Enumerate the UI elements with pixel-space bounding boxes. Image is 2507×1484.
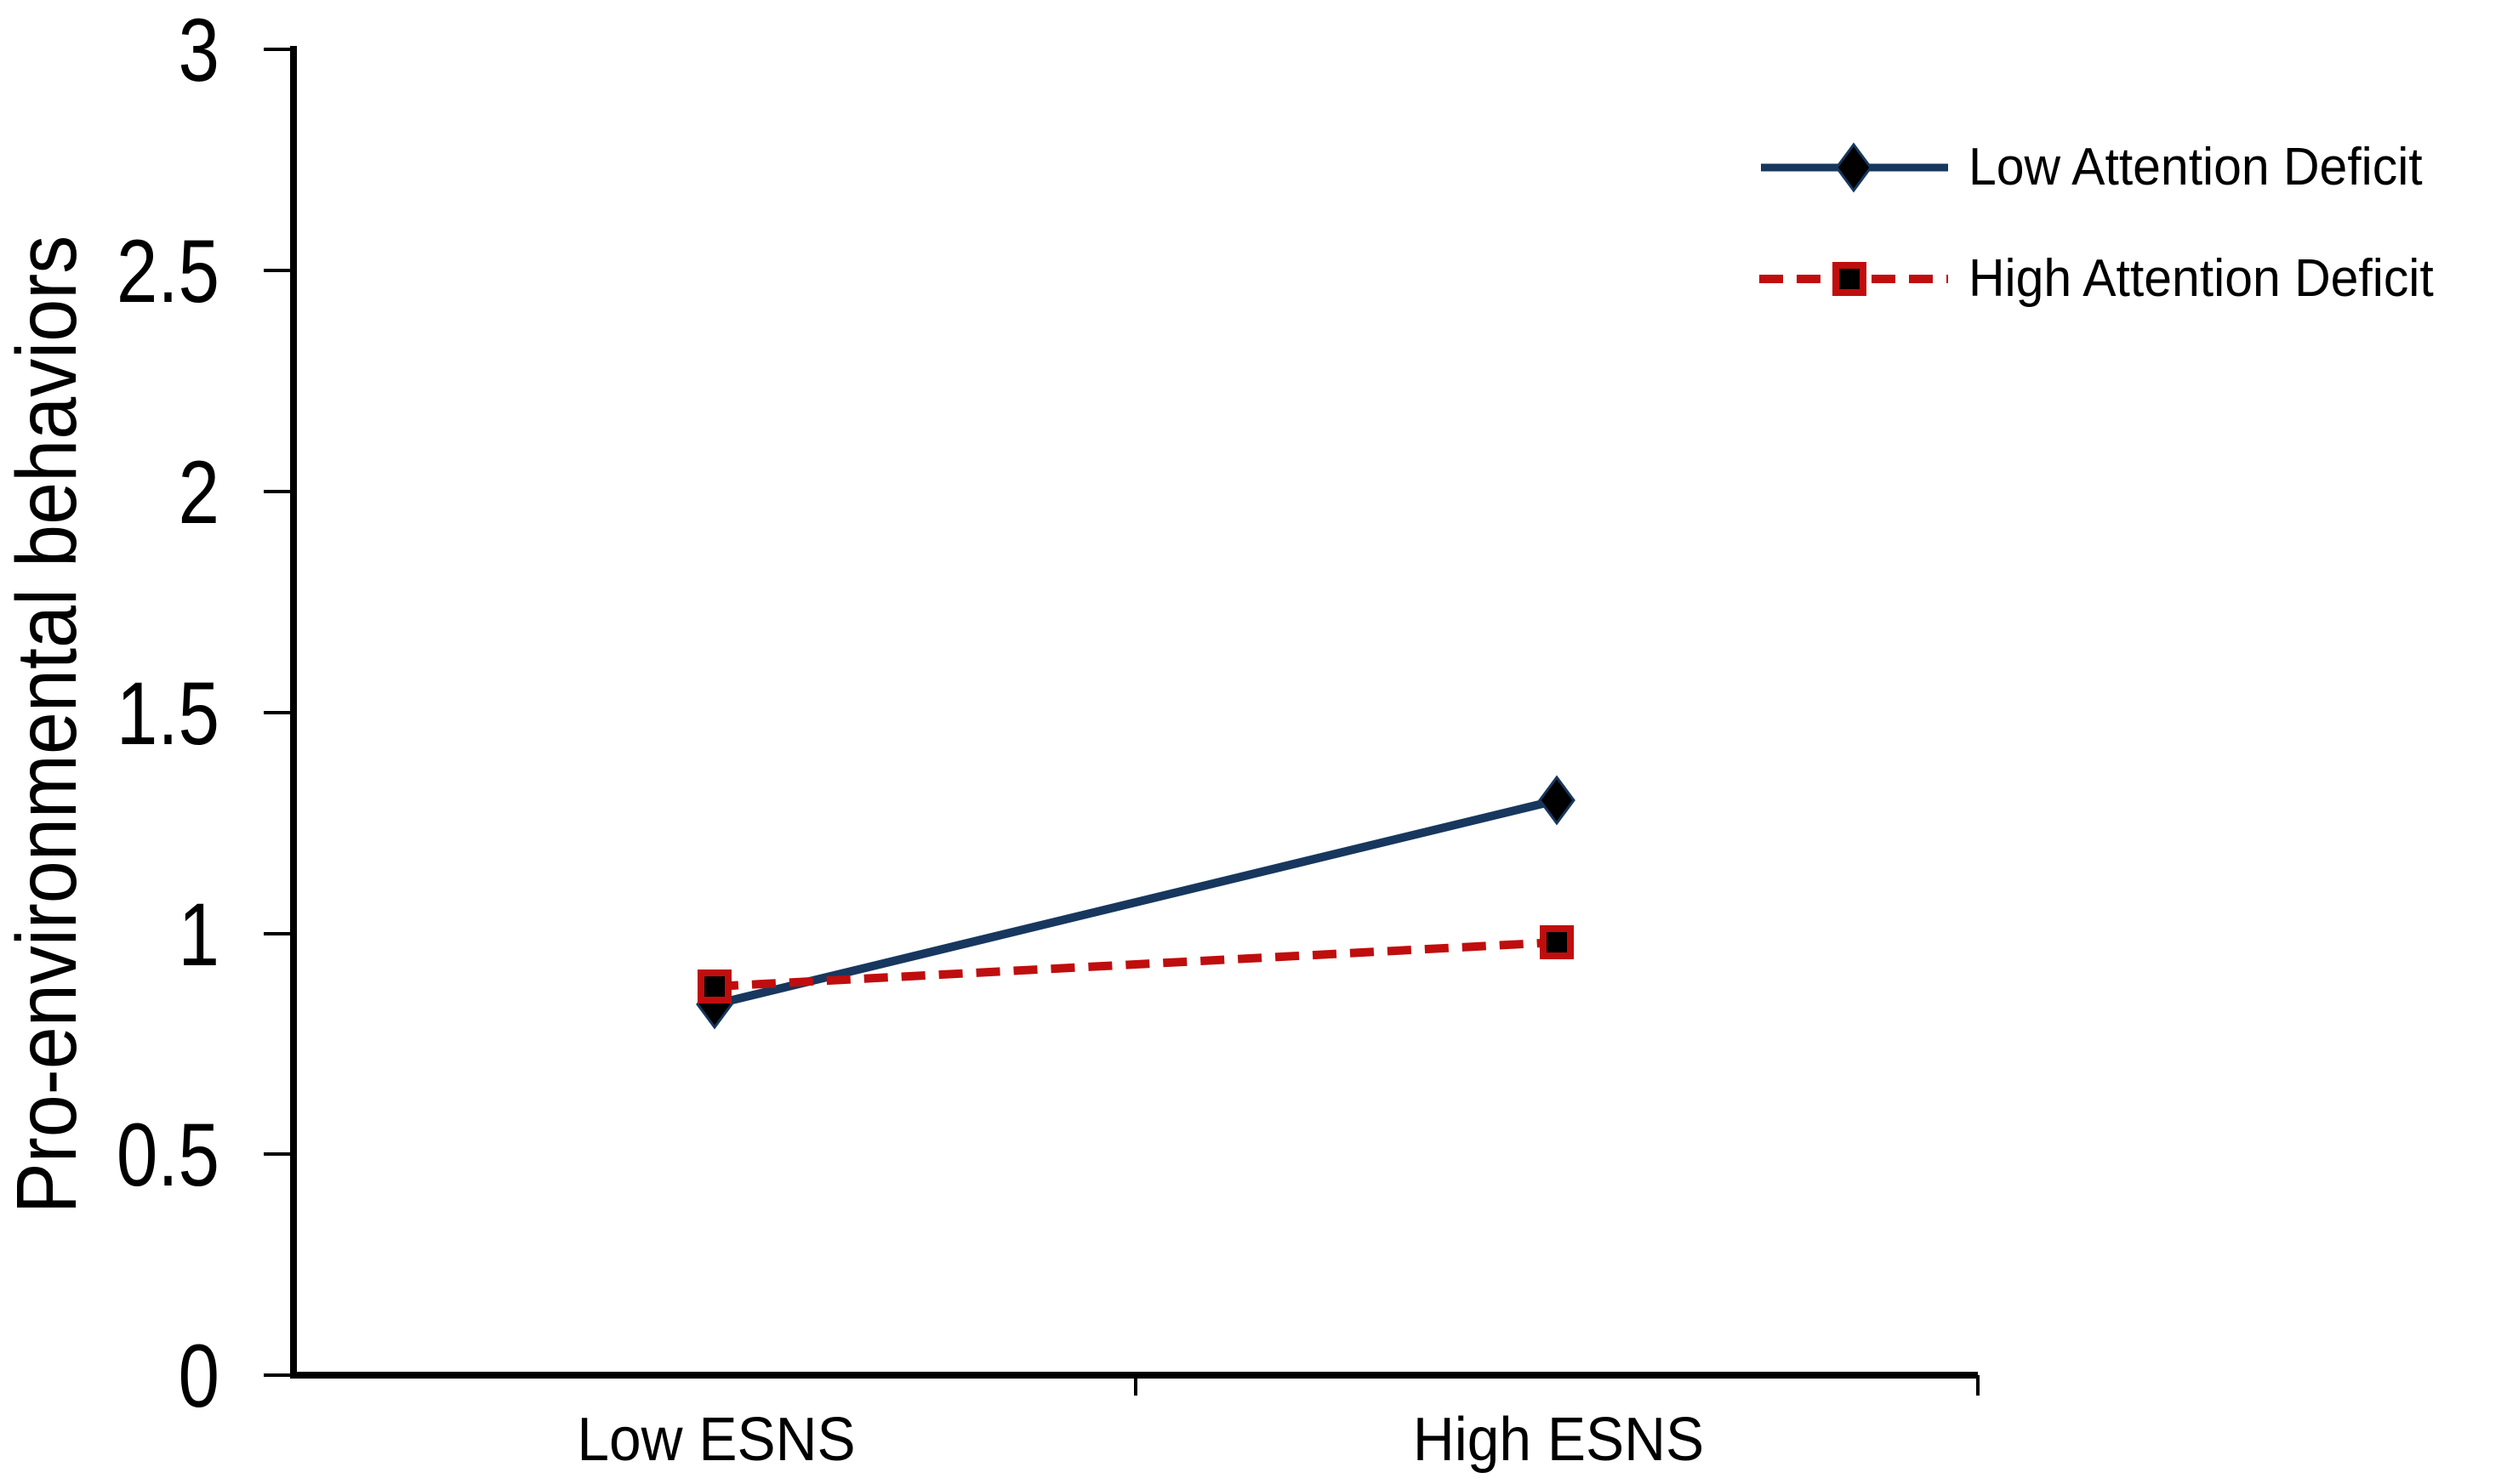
y-tick-label-0-5: 0.5 <box>116 1106 219 1205</box>
x-category-label-low-esns: Low ESNS <box>577 1406 856 1474</box>
x-axis-ticks <box>1134 1375 1980 1396</box>
x-category-label-high-esns: High ESNS <box>1412 1406 1705 1474</box>
y-tick-label-2-5: 2.5 <box>116 222 219 321</box>
series-low-attention-deficit-line <box>713 796 1558 1009</box>
y-axis-ticks <box>264 48 293 1377</box>
legend-square-marker <box>1832 262 1866 296</box>
legend-keys <box>1759 142 1948 296</box>
square-marker-low-esns <box>698 969 732 1004</box>
y-tick-label-1: 1 <box>178 885 219 985</box>
y-tick-label-1-5: 1.5 <box>116 664 219 764</box>
y-tick-label-0: 0 <box>178 1327 219 1426</box>
square-marker-high-esns <box>1540 925 1574 959</box>
legend-diamond-marker <box>1835 142 1872 193</box>
y-tick-label-2: 2 <box>178 443 219 543</box>
legend-label-high-attention-deficit: High Attention Deficit <box>1969 249 2434 308</box>
series-high-attention-deficit-line <box>714 938 1558 991</box>
diamond-marker-high-esns <box>1538 775 1575 826</box>
legend-label-low-attention-deficit: Low Attention Deficit <box>1969 138 2423 196</box>
y-axis-title: Pro-environmental behaviors <box>0 235 94 1214</box>
y-tick-label-3: 3 <box>178 1 219 100</box>
